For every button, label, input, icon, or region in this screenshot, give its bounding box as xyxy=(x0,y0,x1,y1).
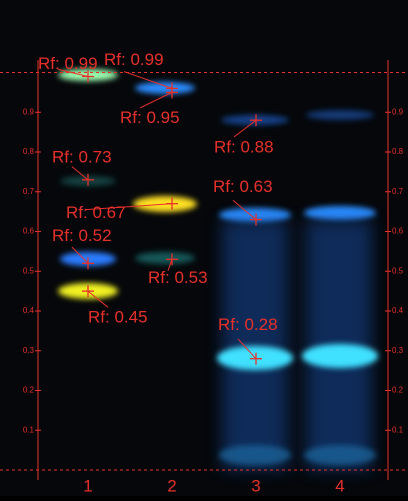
rf-label: Rf: 0.45 xyxy=(88,308,148,327)
y-tick-label: 0.7 xyxy=(392,187,404,196)
y-tick-label: 0.6 xyxy=(392,227,404,236)
tlc-plate: 0.1 0.1 0.2 0.2 0.3 0.3 0.4 0.4 0.5 0.5 0.6 0.6 0.7 0… xyxy=(0,0,408,496)
y-tick-label: 0.3 xyxy=(392,346,404,355)
rf-label: Rf: 0.52 xyxy=(52,226,112,245)
rf-label: Rf: 0.67 xyxy=(66,203,126,222)
y-tick-label: 0.8 xyxy=(392,147,404,156)
y-tick-label: 0.8 xyxy=(23,147,35,156)
y-tick-label: 0.2 xyxy=(392,386,404,395)
y-tick-label: 0.2 xyxy=(23,386,35,395)
rf-label: Rf: 0.99 xyxy=(104,50,164,69)
y-tick-label: 0.5 xyxy=(23,266,35,275)
rf-label: Rf: 0.28 xyxy=(218,315,278,334)
rf-label: Rf: 0.63 xyxy=(213,177,273,196)
y-tick-label: 0.5 xyxy=(392,266,404,275)
y-tick-label: 0.3 xyxy=(23,346,35,355)
y-tick-label: 0.9 xyxy=(392,107,404,116)
y-tick-label: 0.9 xyxy=(23,107,35,116)
rf-label: Rf: 0.99 xyxy=(38,54,98,73)
x-tick-label: 3 xyxy=(251,476,260,495)
y-tick-label: 0.4 xyxy=(392,306,404,315)
x-tick-label: 4 xyxy=(335,476,344,495)
rf-label: Rf: 0.73 xyxy=(52,147,112,166)
y-tick-label: 0.1 xyxy=(23,425,35,434)
rf-label: Rf: 0.53 xyxy=(148,268,208,287)
y-tick-label: 0.7 xyxy=(23,187,35,196)
y-tick-label: 0.4 xyxy=(23,306,35,315)
rf-label: Rf: 0.88 xyxy=(214,138,274,157)
y-tick-label: 0.6 xyxy=(23,227,35,236)
rf-label: Rf: 0.95 xyxy=(120,108,180,127)
x-tick-label: 2 xyxy=(167,476,176,495)
y-tick-label: 0.1 xyxy=(392,425,404,434)
x-tick-label: 1 xyxy=(83,476,92,495)
